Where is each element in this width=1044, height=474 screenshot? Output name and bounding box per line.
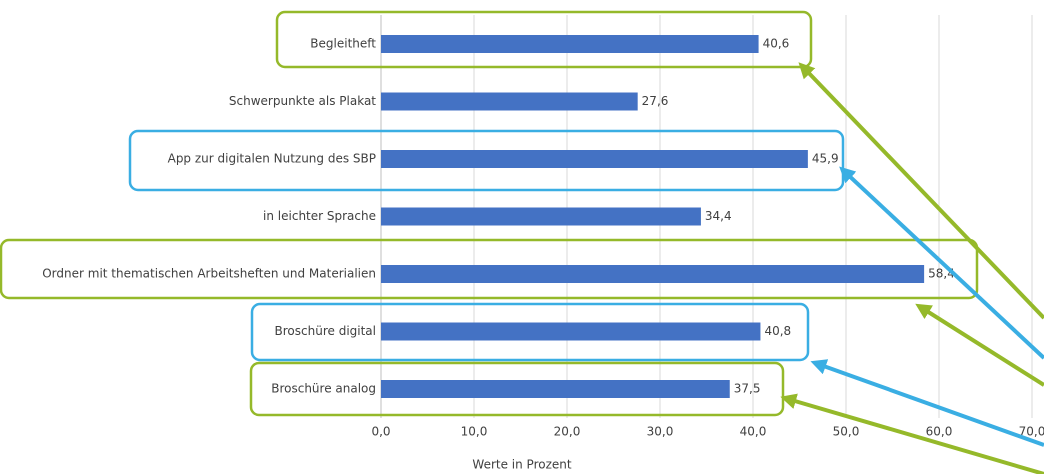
arrow (810, 359, 1044, 447)
highlight-box (250, 302, 810, 362)
bar (381, 207, 701, 226)
x-tick-label: 40,0 (740, 425, 767, 439)
x-axis-title: Werte in Prozent (472, 458, 571, 472)
x-tick-label: 70,0 (1019, 425, 1044, 439)
arrow (915, 303, 1044, 387)
x-tick-label: 50,0 (833, 425, 860, 439)
y-tick-label: Broschüre analog (271, 382, 376, 396)
y-tick-label: in leichter Sprache (263, 209, 376, 223)
data-label: 45,9 (812, 152, 839, 166)
y-tick-label: Begleitheft (310, 37, 376, 51)
y-tick-label: Ordner mit thematischen Arbeitsheften un… (42, 267, 376, 281)
highlight-box (249, 361, 785, 417)
bar (381, 35, 759, 53)
y-tick-label: App zur digitalen Nutzung des SBP (168, 152, 376, 166)
y-tick-label: Broschüre digital (275, 324, 376, 338)
x-tick-label: 60,0 (926, 425, 953, 439)
data-label: 40,6 (763, 37, 790, 51)
highlight-box (0, 238, 979, 300)
x-tick-label: 10,0 (461, 425, 488, 439)
plot-area: 0,0 10,0 20,0 30,0 40,0 50,0 60,0 70,0 40,6 Begle… (42, 15, 1044, 439)
annotations (0, 10, 1044, 474)
y-tick-label: Schwerpunkte als Plakat (229, 94, 376, 108)
x-tick-label: 30,0 (647, 425, 674, 439)
x-tick-label: 0,0 (371, 425, 390, 439)
highlight-box (275, 10, 813, 69)
arrow (839, 166, 1044, 360)
highlight-box (128, 129, 845, 192)
data-label: 34,4 (705, 209, 732, 223)
data-label: 40,8 (764, 324, 791, 338)
data-label: 37,5 (734, 382, 761, 396)
x-tick-label: 20,0 (554, 425, 581, 439)
bar (381, 380, 730, 398)
data-label: 27,6 (642, 94, 669, 108)
arrow (798, 62, 1044, 320)
bar (381, 92, 638, 111)
bar (381, 265, 925, 283)
bar (381, 322, 761, 341)
arrow (780, 393, 1044, 474)
bar (381, 150, 808, 168)
